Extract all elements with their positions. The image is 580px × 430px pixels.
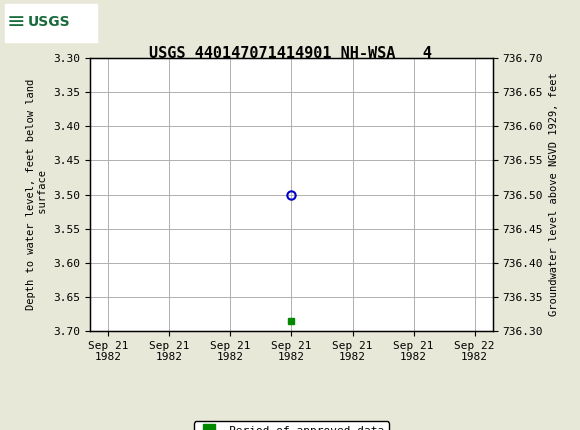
Y-axis label: Depth to water level, feet below land
 surface: Depth to water level, feet below land su… [26,79,48,310]
Y-axis label: Groundwater level above NGVD 1929, feet: Groundwater level above NGVD 1929, feet [549,73,559,316]
Text: ≡: ≡ [7,12,26,32]
Text: USGS 440147071414901 NH-WSA   4: USGS 440147071414901 NH-WSA 4 [148,46,432,61]
Legend: Period of approved data: Period of approved data [194,421,389,430]
Bar [5,3,97,42]
Text: USGS: USGS [28,15,71,29]
